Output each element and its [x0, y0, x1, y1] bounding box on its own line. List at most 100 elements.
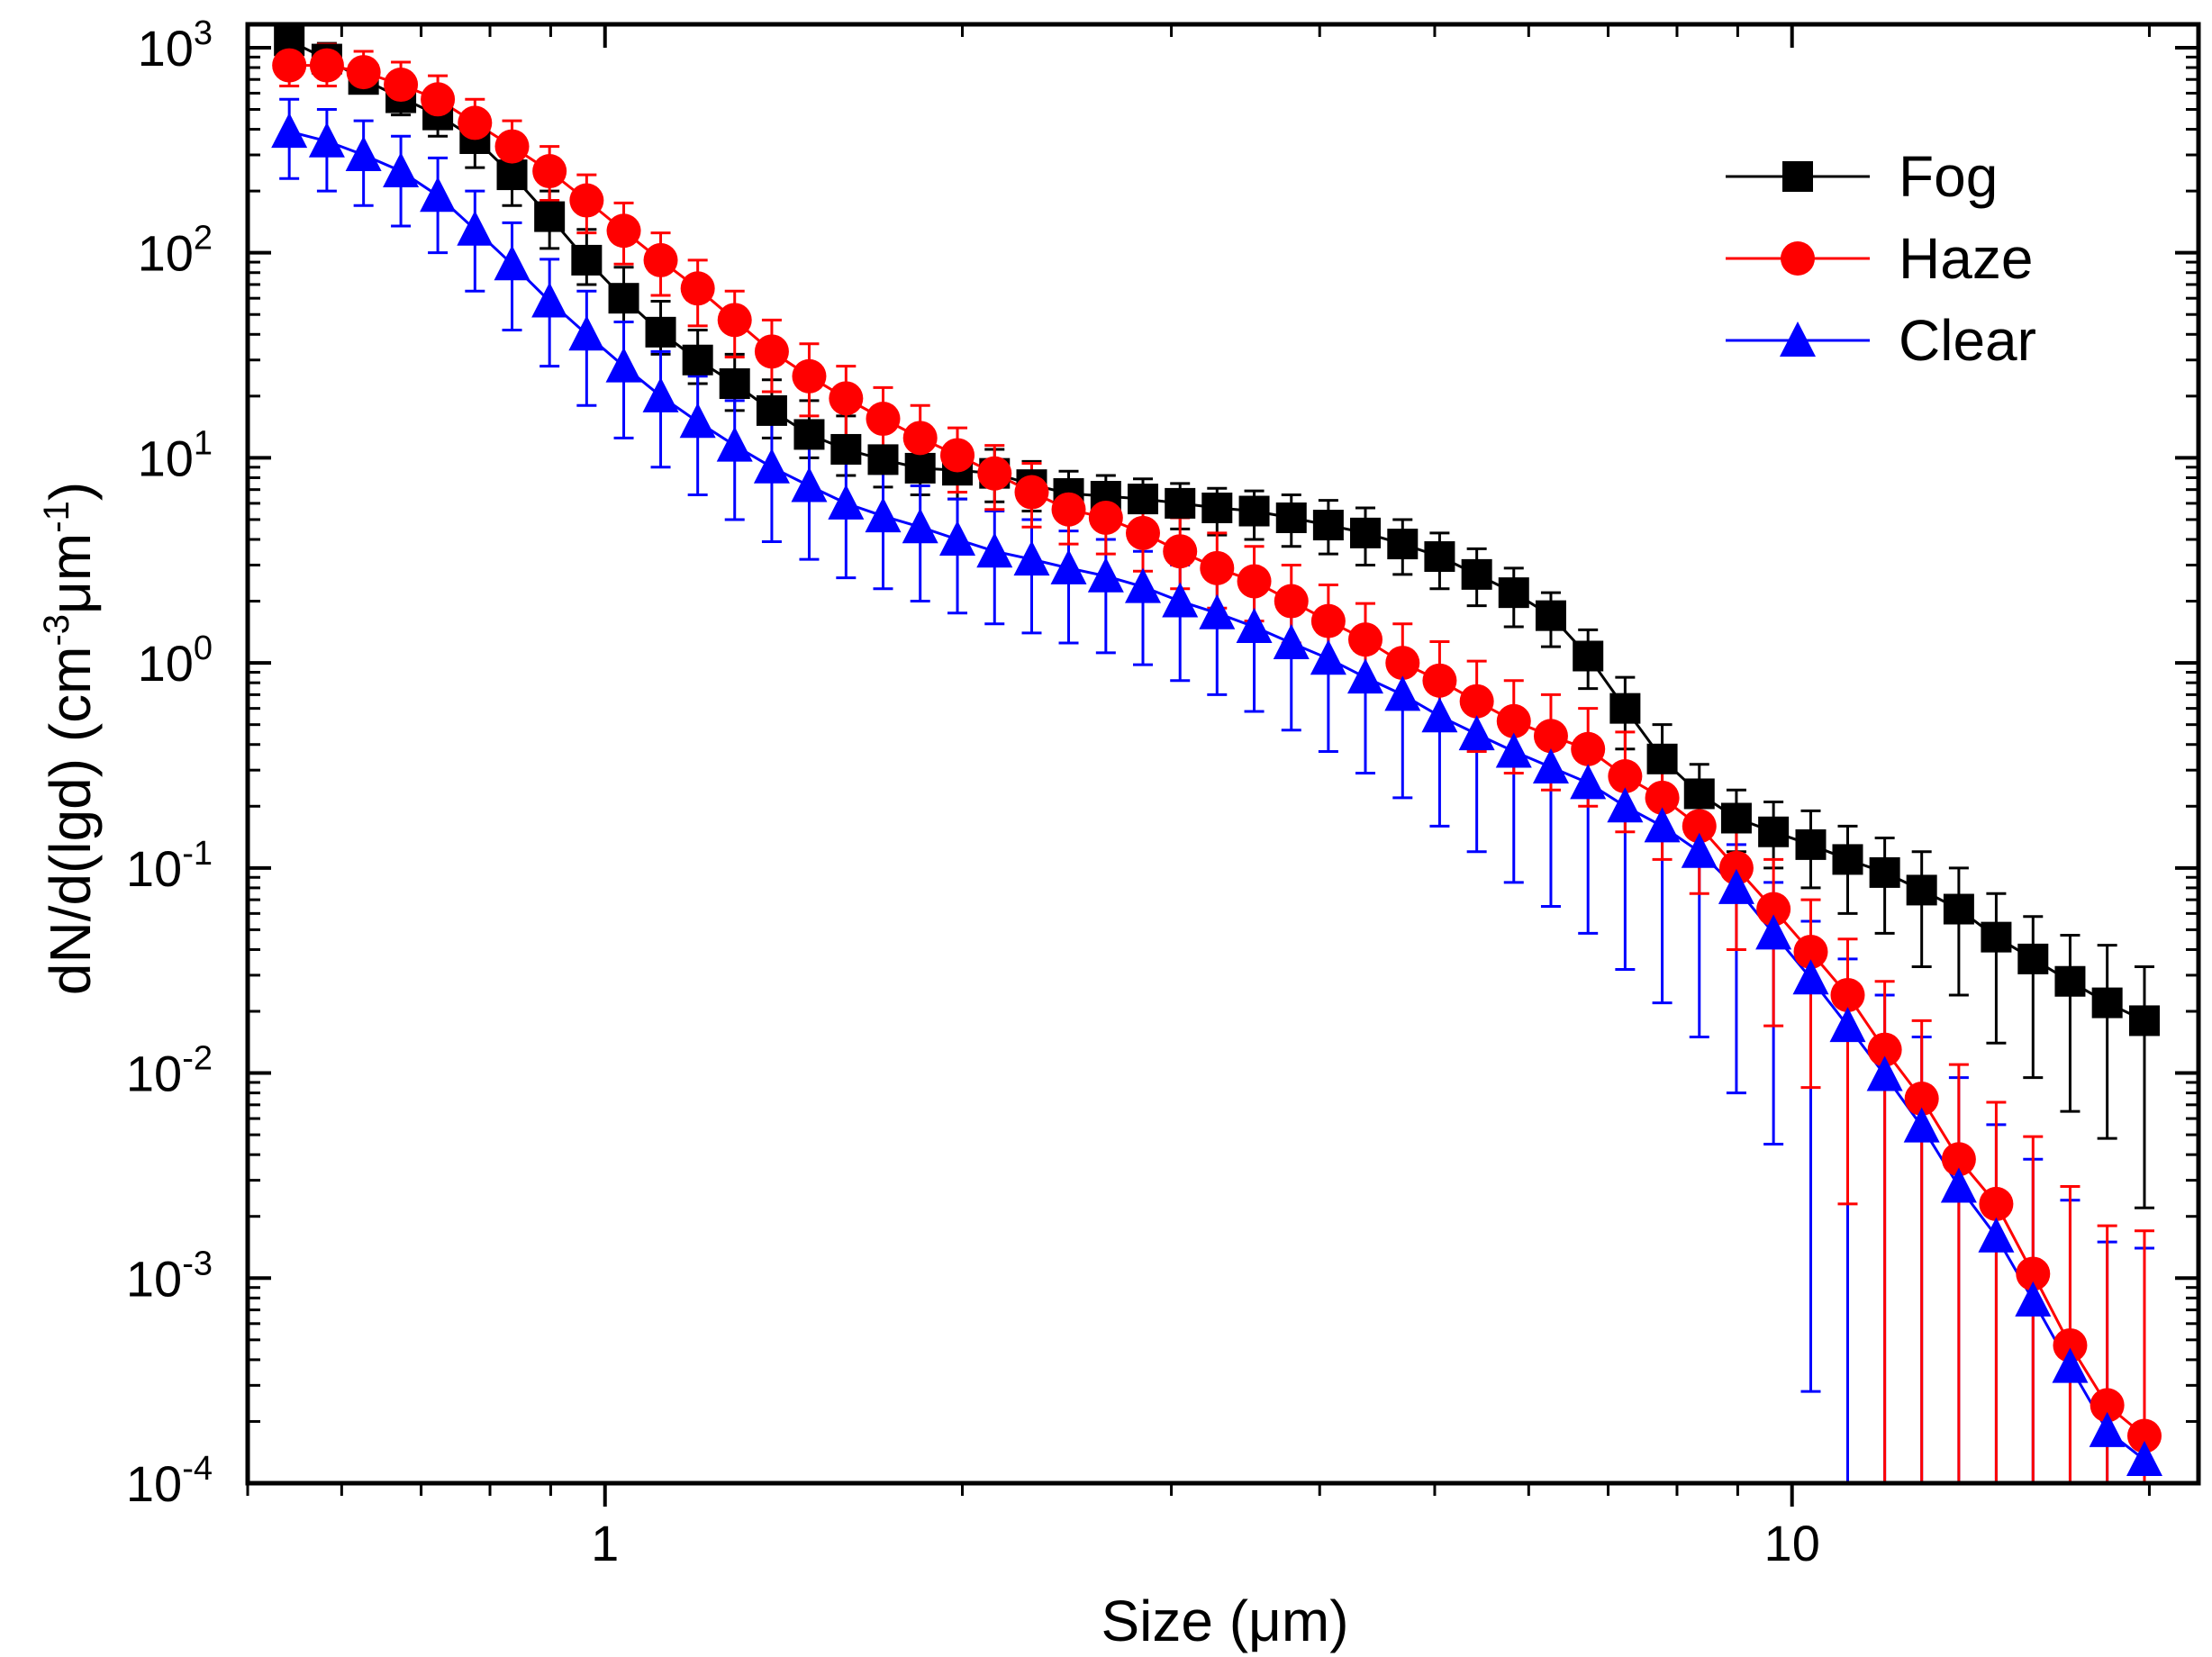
y-tick-label-exponent: -4 [182, 1450, 213, 1488]
data-point-haze [1571, 731, 1606, 766]
axis-ticks [246, 24, 2198, 1507]
data-point-clear [1199, 593, 1236, 629]
data-point-fog [1165, 487, 1196, 519]
data-point-haze [272, 48, 307, 83]
data-point-clear [1162, 582, 1199, 618]
y-tick-label-base: 10 [138, 20, 194, 77]
data-point-haze [1608, 759, 1643, 794]
data-point-fog [1943, 893, 1974, 925]
data-point-clear [828, 484, 865, 520]
data-point-haze [1756, 892, 1791, 927]
data-point-fog [1461, 558, 1492, 590]
data-point-clear [1607, 787, 1644, 823]
data-point-clear [1829, 1007, 1866, 1043]
data-point-fog [867, 444, 899, 475]
data-point-haze [346, 55, 381, 90]
data-point-fog [2091, 987, 2123, 1019]
data-point-fog [496, 159, 528, 191]
data-point-haze [1793, 934, 1828, 969]
data-point-haze [1051, 492, 1086, 527]
data-point-clear [271, 113, 308, 149]
data-point-fog [1201, 492, 1233, 523]
data-point-clear [1124, 567, 1161, 603]
data-point-clear [939, 521, 976, 557]
data-point-haze [977, 456, 1012, 491]
y-tick-label-base: 10 [126, 1046, 182, 1102]
data-point-clear [1384, 675, 1421, 711]
data-point-clear [2015, 1281, 2052, 1317]
y-tick-label: 102 [138, 220, 213, 282]
data-point-fog [1981, 921, 2012, 953]
y-tick-label-exponent: -3 [182, 1245, 213, 1282]
legend-marker [1782, 161, 1813, 192]
data-point-haze [1237, 564, 1272, 599]
data-point-haze [2053, 1327, 2088, 1363]
data-point-clear [791, 466, 828, 503]
data-point-clear [1940, 1167, 1977, 1203]
data-point-clear [531, 282, 568, 318]
data-point-clear [642, 376, 679, 412]
data-point-haze [2016, 1256, 2051, 1291]
data-point-haze [1014, 475, 1049, 510]
data-point-haze [384, 68, 419, 103]
plot-area-frame [245, 22, 2201, 1486]
data-point-clear [2052, 1347, 2089, 1383]
data-point-haze [1645, 780, 1680, 815]
data-point-haze [754, 334, 789, 369]
data-point-clear [568, 315, 605, 351]
data-point-fog [719, 368, 750, 400]
data-point-clear [902, 508, 938, 544]
y-tick-label-exponent: 1 [194, 424, 213, 462]
data-point-clear [976, 532, 1013, 568]
data-point-fog [1720, 802, 1752, 834]
data-point-fog [1683, 778, 1715, 810]
data-point-haze [421, 82, 456, 117]
legend-item-fog: Fog [1726, 144, 1998, 209]
y-axis-title-main: dN/d(lgd) (cm [38, 647, 103, 996]
data-point-fog [793, 419, 825, 450]
data-point-haze [1718, 850, 1754, 885]
data-point-fog [1573, 640, 1604, 672]
legend-marker [1781, 241, 1815, 276]
data-point-haze [569, 183, 604, 218]
data-point-haze [1867, 1032, 1902, 1067]
y-tick-label-exponent: 2 [194, 220, 213, 258]
data-point-fog [1127, 484, 1158, 515]
data-point-clear [1013, 540, 1050, 576]
data-point-haze [940, 438, 975, 473]
data-point-haze [1348, 622, 1383, 657]
x-tick-label: 10 [1764, 1515, 1820, 1571]
legend-item-haze: Haze [1726, 226, 2033, 291]
data-point-haze [1682, 809, 1717, 844]
y-axis-title-sup2: -1 [37, 501, 77, 533]
y-tick-label: 10-3 [126, 1245, 213, 1307]
data-point-fog [1238, 495, 1270, 527]
data-point-fog [1387, 529, 1419, 560]
data-point-haze [2090, 1388, 2125, 1423]
data-point-haze [494, 129, 530, 164]
data-point-haze [1163, 534, 1198, 569]
data-point-clear [1347, 658, 1384, 694]
data-point-clear [1236, 608, 1273, 644]
data-point-fog [534, 201, 566, 232]
legend-marker [1780, 321, 1816, 357]
data-point-clear [753, 448, 790, 484]
data-point-clear [457, 210, 494, 246]
y-tick-label-base: 10 [138, 430, 194, 486]
data-point-haze [1830, 977, 1865, 1012]
data-point-haze [606, 213, 641, 249]
data-point-fog [1424, 541, 1455, 573]
data-point-clear [1644, 807, 1681, 843]
data-point-clear [1532, 747, 1569, 783]
data-point-haze [643, 242, 678, 277]
y-tick-label-exponent: -2 [182, 1040, 213, 1078]
y-tick-label-base: 10 [138, 225, 194, 282]
y-axis-title-sup1: -3 [37, 614, 77, 647]
data-point-haze [902, 421, 938, 456]
series-markers [271, 25, 2162, 1477]
data-point-clear [308, 122, 345, 158]
legend-label: Clear [1899, 308, 2036, 373]
